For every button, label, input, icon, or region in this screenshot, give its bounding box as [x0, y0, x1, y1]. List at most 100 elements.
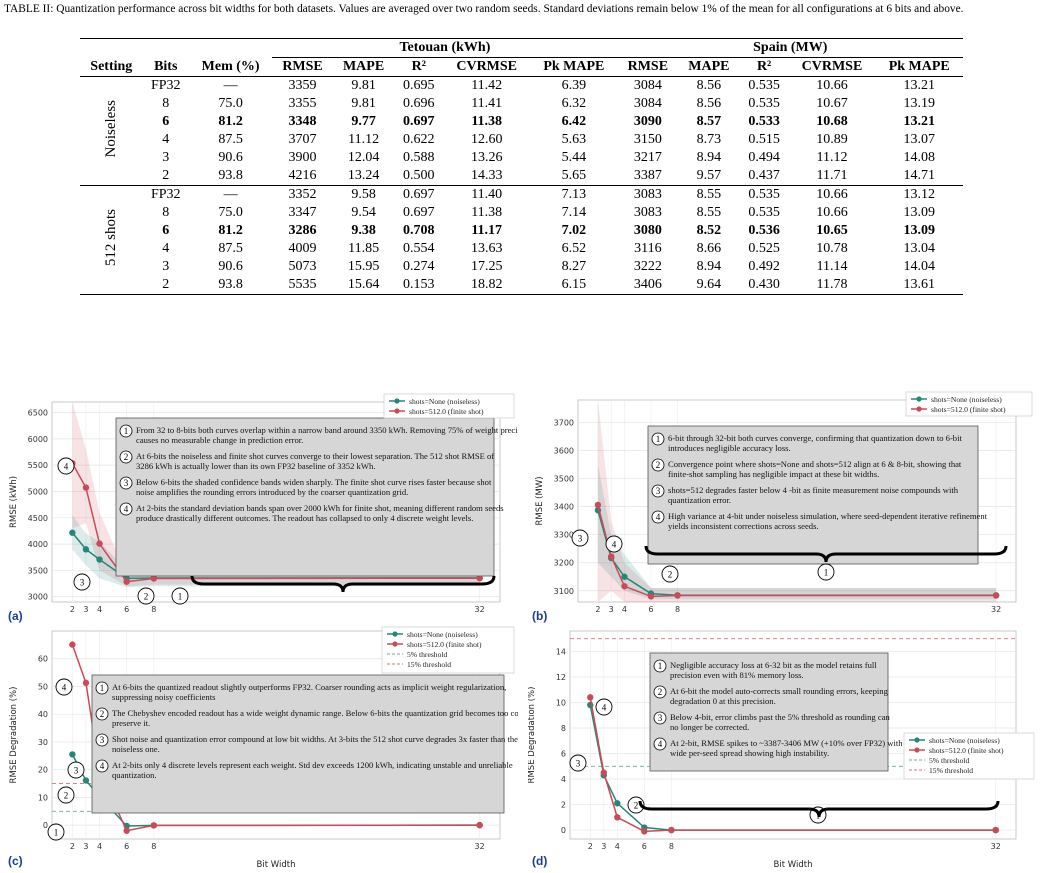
- annotation-line: introduces negligible accuracy loss.: [668, 443, 791, 453]
- data-point: [69, 751, 76, 758]
- cell-t-4: 6.32: [561, 96, 587, 111]
- y-tick-label: 6500: [28, 409, 48, 418]
- cell-s-1: 8.55: [696, 187, 722, 202]
- cell-bits: 3: [162, 259, 170, 274]
- cell-s-3: 10.65: [816, 223, 848, 238]
- x-tick-label: 8: [669, 842, 674, 851]
- callout-number: 2: [144, 592, 149, 602]
- data-point: [607, 553, 615, 560]
- callout-number: 3: [74, 766, 79, 776]
- cell-t-3: 11.42: [471, 78, 503, 93]
- data-point: [992, 826, 999, 834]
- note-number-circle: [119, 476, 133, 490]
- cell-t-0: 5073: [288, 259, 317, 274]
- note-number-circle: [653, 659, 667, 673]
- data-point: [82, 679, 90, 687]
- x-tick-label: 3: [83, 605, 88, 614]
- data-point: [476, 821, 483, 829]
- cell-mem: 81.2: [218, 114, 243, 129]
- y-tick-label: 10: [556, 698, 566, 707]
- cell-t-2: 0.697: [403, 187, 435, 202]
- col-setting: Setting: [90, 58, 133, 74]
- table-row: Noiseless FP32 — 3359 9.81 0.695 11.42 6.39 3084…: [80, 76, 963, 157]
- cell-t-2: 0.695: [403, 78, 435, 93]
- annotation-text: At 2-bits only 4 discrete levels represe…: [112, 760, 513, 780]
- note-number: 2: [658, 687, 663, 697]
- cell-t-0: 3707: [288, 132, 317, 147]
- cell-s-1: 9.57: [696, 168, 722, 183]
- cell-t-3: 18.82: [470, 277, 503, 292]
- panel-label: (c): [8, 854, 23, 868]
- cell-s-3: 11.71: [816, 168, 848, 183]
- annotation-line: finite-shot sampling has negligible impa…: [668, 469, 879, 479]
- cell-s-1: 8.94: [696, 259, 722, 274]
- cell-s-0: 3083: [633, 187, 662, 202]
- legend-marker: [916, 396, 922, 402]
- legend-marker: [392, 631, 398, 637]
- callout-number: 1: [54, 828, 59, 838]
- cell-s-1: 8.94: [696, 150, 722, 165]
- cell-s-4: 14.04: [903, 259, 935, 274]
- table-row: 8 75.0 3355 9.81 0.696 11.41 6.32 3084 8.56 0.535…: [80, 95, 963, 113]
- x-tick-label: 32: [991, 842, 1001, 851]
- cell-s-3: 11.14: [816, 259, 848, 274]
- confidence-band: [597, 400, 997, 602]
- legend-marker: [394, 398, 400, 404]
- note-number-circle: [119, 450, 133, 464]
- data-point: [600, 769, 607, 776]
- cell-mem: 93.8: [218, 168, 243, 183]
- cell-mem: 75.0: [218, 96, 243, 111]
- cell-bits: 6: [162, 223, 170, 238]
- y-tick-label: 0: [43, 821, 48, 830]
- annotation-line: Below 6-bits the shaded confidence bands…: [136, 477, 492, 487]
- legend-marker: [914, 737, 920, 743]
- cell-t-4: 6.15: [561, 277, 587, 292]
- note-number: 4: [124, 504, 129, 514]
- legend-label: shots=None (noiseless): [407, 630, 478, 639]
- cell-t-0: 3355: [288, 96, 317, 111]
- cell-s-4: 13.19: [903, 96, 935, 111]
- cell-t-3: 14.33: [470, 168, 503, 183]
- cell-t-3: 12.60: [470, 132, 503, 147]
- note-number-circle: [653, 737, 667, 751]
- data-point: [594, 501, 602, 509]
- cell-mem: 87.5: [218, 241, 243, 256]
- callout-circle: [569, 754, 587, 772]
- legend-box: [383, 393, 515, 419]
- cell-s-3: 10.89: [816, 132, 848, 147]
- callout-number: 4: [602, 703, 607, 713]
- cell-s-2: 0.437: [748, 168, 780, 183]
- data-point: [614, 814, 621, 821]
- cell-s-0: 3222: [633, 259, 662, 274]
- cell-mem: 90.6: [218, 150, 243, 165]
- annotation-line: precision even with 81% memory loss.: [670, 670, 804, 680]
- note-number-circle: [651, 458, 665, 472]
- cell-bits: 4: [162, 241, 170, 256]
- cell-s-4: 13.09: [903, 223, 935, 238]
- table-row: 3 90.6 3900 12.04 0.588 13.26 5.44 3217 8.94 0.49…: [80, 149, 963, 167]
- cell-t-3: 11.17: [471, 223, 503, 238]
- data-point: [647, 593, 655, 600]
- annotation-line: At 6-bits the noiseless and finite shot …: [136, 451, 494, 461]
- x-tick-label: 4: [615, 842, 620, 851]
- cell-s-3: 10.68: [816, 114, 848, 129]
- panel-label: (a): [8, 609, 23, 623]
- legend-label: shots=None (noiseless): [409, 397, 480, 406]
- data-point: [123, 578, 130, 585]
- chart-d: 0 2 4 6 8 10 12 14 2 3 4 6 8 32 RMSE Degradation (%) Bi…: [528, 625, 1038, 871]
- col-t-cvrmse: CVRMSE: [456, 59, 518, 74]
- note-number-circle: [95, 759, 109, 773]
- x-tick-label: 6: [648, 605, 653, 614]
- cell-t-3: 13.26: [470, 150, 503, 165]
- annotation-line: At 2-bit, RMSE spikes to ~3387-3406 MW (…: [670, 738, 909, 748]
- cell-t-1: 11.12: [348, 132, 380, 147]
- legend-label: 5% threshold: [407, 650, 447, 659]
- x-axis-label: Bit Width: [774, 860, 813, 870]
- callout-circle: [595, 698, 613, 716]
- data-point: [96, 540, 103, 547]
- annotation-text: At 6-bits the quantized readout slightly…: [112, 682, 506, 702]
- callout-number: 3: [576, 759, 581, 769]
- cell-t-1: 9.38: [351, 223, 376, 238]
- cell-s-4: 14.08: [903, 150, 935, 165]
- callout-number: 3: [80, 578, 85, 588]
